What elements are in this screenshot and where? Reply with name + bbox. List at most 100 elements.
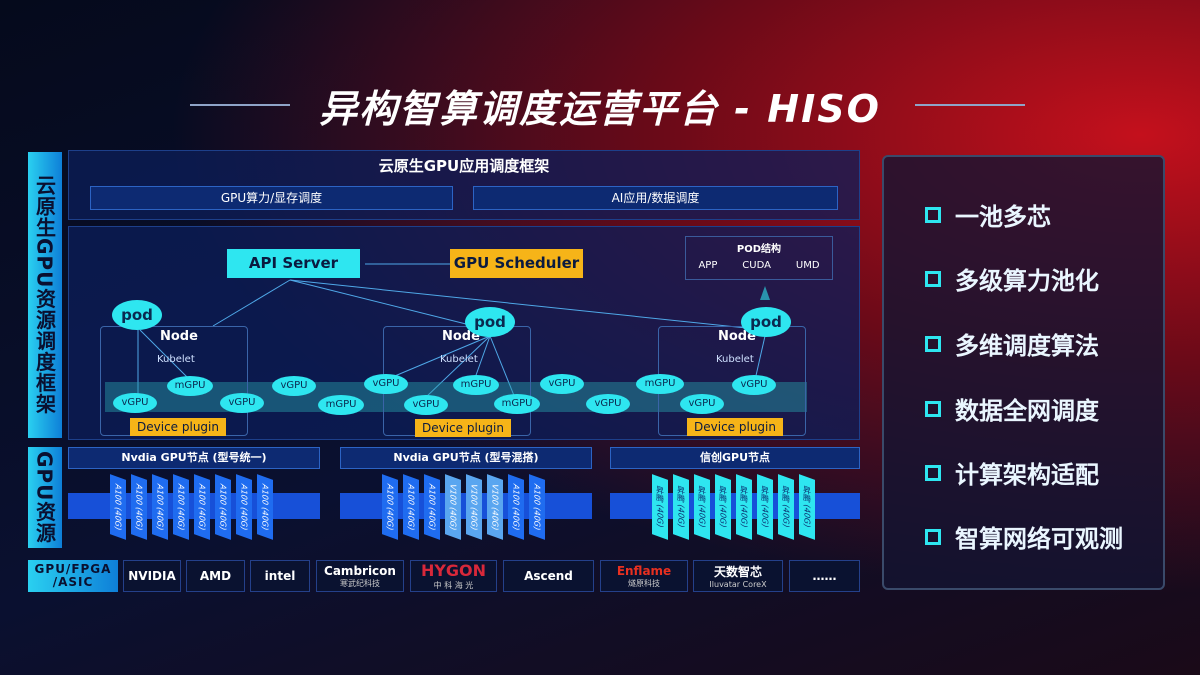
vgpu: vGPU <box>220 393 264 413</box>
device-plugin: Device plugin <box>130 418 226 436</box>
gpu-card: 昇腾 (40G) <box>715 474 731 540</box>
feature-item: 多级算力池化 <box>925 261 1099 296</box>
feature-item: 计算架构适配 <box>925 455 1099 490</box>
feature-item: 智算网络可观测 <box>925 519 1123 554</box>
pod-structure-title: POD结构 <box>736 244 782 255</box>
vendor-label: GPU/FPGA /ASIC <box>28 560 118 592</box>
mgpu: mGPU <box>167 376 213 396</box>
pod-item: UMD <box>795 260 820 271</box>
vgpu: vGPU <box>732 375 776 395</box>
gpu-card: A100 (40G) <box>152 474 168 540</box>
vendor-sub: 寒武纪科技 <box>340 578 380 588</box>
mgpu: mGPU <box>636 374 684 394</box>
gpu-card: 昇腾 (40G) <box>757 474 773 540</box>
vgpu: vGPU <box>586 394 630 414</box>
gpu-card: 昇腾 (40G) <box>736 474 752 540</box>
node-label: Node <box>718 329 756 344</box>
gpu-node-title: 信创GPU节点 <box>610 447 860 469</box>
device-plugin: Device plugin <box>687 418 783 436</box>
node-label: Node <box>160 329 198 344</box>
vendor-name: HYGON <box>420 561 487 580</box>
node-label: Node <box>442 329 480 344</box>
feature-label: 数据全网调度 <box>955 397 1099 425</box>
resources-label: GPU资源 <box>28 447 62 548</box>
mgpu: mGPU <box>494 394 540 414</box>
gpu-card: 昇腾 (40G) <box>673 474 689 540</box>
vgpu: vGPU <box>113 393 157 413</box>
gpu-card: A100 (40G) <box>382 474 398 540</box>
framework-header: 云原生GPU应用调度框架 <box>378 157 550 175</box>
vendor-logo: AMD <box>186 560 245 592</box>
gpu-node-base <box>610 493 860 519</box>
pod: pod <box>741 307 791 337</box>
mgpu: mGPU <box>453 375 499 395</box>
vgpu: vGPU <box>364 374 408 394</box>
vendor-name: …… <box>812 569 837 583</box>
gpu-node-title: Nvdia GPU节点 (型号统一) <box>68 447 320 469</box>
gpu-card: A100 (40G) <box>236 474 252 540</box>
vendor-name: Cambricon <box>324 563 396 578</box>
device-plugin: Device plugin <box>415 419 511 437</box>
gpu-card: V100 (40G) <box>487 474 503 540</box>
feature-label: 智算网络可观测 <box>955 525 1123 553</box>
gpu-card: 昇腾 (40G) <box>799 474 815 540</box>
gpu-card: V100 (40G) <box>445 474 461 540</box>
api-server-box: API Server <box>227 249 360 278</box>
vendor-logo: 天数智芯 Iluvatar CoreX <box>693 560 783 592</box>
gpu-card: 昇腾 (40G) <box>694 474 710 540</box>
pod: pod <box>112 300 162 330</box>
checkbox-icon <box>925 270 941 287</box>
gpu-card: A100 (40G) <box>424 474 440 540</box>
feature-item: 数据全网调度 <box>925 391 1099 426</box>
vendor-name: AMD <box>199 569 232 583</box>
gpu-scheduler-box: GPU Scheduler <box>450 249 583 278</box>
vendor-logo: intel <box>250 560 310 592</box>
vendor-logo: …… <box>789 560 860 592</box>
scheduling-label: 云原生GPU资源调度框架 <box>28 152 62 438</box>
checkbox-icon <box>925 206 941 223</box>
vgpu: vGPU <box>540 374 584 394</box>
gpu-card: 昇腾 (40G) <box>778 474 794 540</box>
gpu-card: A100 (40G) <box>194 474 210 540</box>
vendor-logo: Cambricon 寒武纪科技 <box>316 560 404 592</box>
vendor-sub: 中 科 海 光 <box>433 581 474 590</box>
pod-structure: POD结构 APP CUDA UMD <box>685 236 833 280</box>
kubelet-label: Kubelet <box>157 354 195 365</box>
mgpu: mGPU <box>318 395 364 415</box>
feature-label: 多级算力池化 <box>955 267 1099 295</box>
feature-label: 多维调度算法 <box>955 332 1099 360</box>
feature-label: 一池多芯 <box>955 203 1051 231</box>
ai-data-bar: AI应用/数据调度 <box>473 186 838 210</box>
gpu-card: A100 (40G) <box>403 474 419 540</box>
feature-label: 计算架构适配 <box>955 461 1099 489</box>
vendor-name: NVIDIA <box>128 569 176 583</box>
vgpu: vGPU <box>272 376 316 396</box>
gpu-card: A100 (40G) <box>529 474 545 540</box>
vendor-name: Ascend <box>524 569 573 583</box>
gpu-card: A100 (40G) <box>508 474 524 540</box>
page-title: 异构智算调度运营平台 - HISO <box>319 87 881 131</box>
gpu-card: V100 (40G) <box>466 474 482 540</box>
feature-item: 一池多芯 <box>925 197 1051 232</box>
vendor-name: intel <box>264 569 296 583</box>
kubelet-label: Kubelet <box>440 354 478 365</box>
gpu-card: 昇腾 (40G) <box>652 474 668 540</box>
vendor-sub: 燧原科技 <box>628 578 660 588</box>
vendor-logo: HYGON 中 科 海 光 <box>410 560 497 592</box>
pod-item: CUDA <box>742 260 771 271</box>
divider <box>190 104 290 106</box>
gpu-card: A100 (40G) <box>257 474 273 540</box>
gpu-node-title: Nvdia GPU节点 (型号混搭) <box>340 447 592 469</box>
vendor-sub: Iluvatar CoreX <box>709 580 767 589</box>
gpu-compute-bar: GPU算力/显存调度 <box>90 186 453 210</box>
gpu-card: A100 (40G) <box>215 474 231 540</box>
pod: pod <box>465 307 515 337</box>
checkbox-icon <box>925 335 941 352</box>
pod-item: APP <box>698 260 718 271</box>
vgpu: vGPU <box>680 394 724 414</box>
vendor-name: 天数智芯 <box>713 565 762 579</box>
divider <box>915 104 1025 106</box>
checkbox-icon <box>925 528 941 545</box>
vendor-name: Enflame <box>616 563 672 578</box>
checkbox-icon <box>925 400 941 417</box>
